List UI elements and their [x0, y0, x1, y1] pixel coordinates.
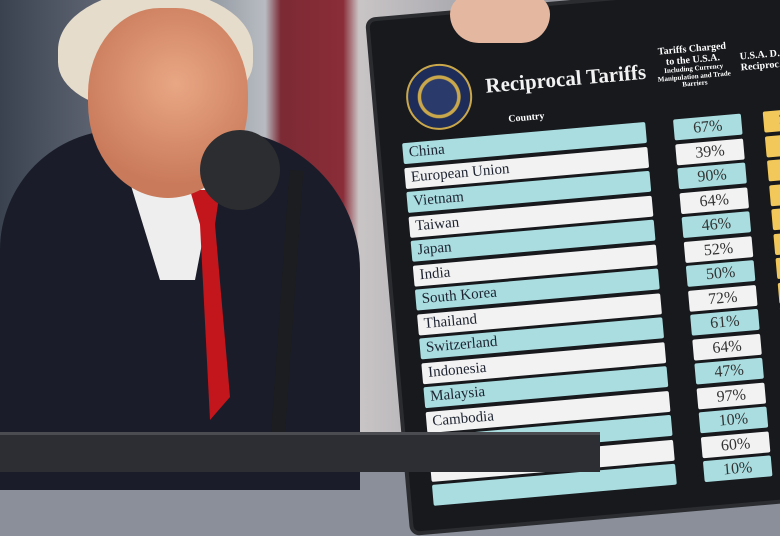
table-row: China 67% 34% — [402, 143, 404, 164]
charged-cell: 46% — [682, 211, 752, 238]
table-row: Cambodia 97% 49% — [426, 412, 428, 433]
reciprocal-header: U.S.A. D… Reciproc… — [739, 45, 780, 73]
presidential-seal-icon — [403, 61, 475, 133]
charged-cell: 10% — [703, 455, 773, 482]
charged-cell: 61% — [690, 309, 760, 336]
table-row: 10% 10% — [432, 485, 434, 506]
table-row: Malaysia 47% 24% — [423, 387, 425, 408]
charged-cell: 64% — [692, 333, 762, 360]
hand — [450, 0, 550, 43]
charged-cell: 97% — [697, 382, 767, 409]
charged-cell: 64% — [679, 187, 749, 214]
table-row: Thailand 72% 36% — [417, 314, 419, 335]
charged-cell: 10% — [699, 406, 769, 433]
table-row: Indonesia 64% 32% — [421, 363, 423, 384]
reciprocal-cell: 32% — [769, 180, 780, 206]
charged-cell: 47% — [694, 358, 764, 385]
table-row: Japan 46% 24% — [411, 241, 413, 262]
podium — [0, 432, 600, 472]
charged-cell: 60% — [701, 431, 771, 458]
charged-cell: 67% — [673, 114, 743, 141]
charged-cell: 50% — [686, 260, 756, 287]
charged-header: Tariffs Charged to the U.S.A. Including … — [655, 40, 733, 91]
charged-subheader: Including Currency Manipulation and Trad… — [657, 62, 733, 91]
charged-cell: 39% — [675, 138, 745, 165]
table-row: Switzerland 61% 31% — [419, 339, 421, 360]
country-header: Country — [508, 111, 545, 125]
table-row: South Korea 50% 25% — [415, 290, 417, 311]
reciprocal-cell: 26% — [773, 229, 780, 255]
table-row: Vietnam 90% 46% — [406, 192, 408, 213]
charged-cell: 90% — [677, 162, 747, 189]
reciprocal-cell: 24% — [771, 204, 780, 230]
reciprocal-cell: 46% — [767, 155, 780, 181]
board-title: Reciprocal Tariffs — [484, 60, 647, 99]
charged-cell: 72% — [688, 284, 758, 311]
charged-cell: 52% — [684, 236, 754, 263]
table-row: European Union 39% 20% — [404, 168, 406, 189]
microphone — [200, 130, 280, 210]
table-row: Taiwan 64% 32% — [408, 216, 410, 237]
reciprocal-cell: 25% — [775, 253, 780, 279]
table-row: India 52% 26% — [413, 265, 415, 286]
reciprocal-cell: 34% — [763, 106, 780, 132]
reciprocal-cell: 20% — [765, 131, 780, 157]
